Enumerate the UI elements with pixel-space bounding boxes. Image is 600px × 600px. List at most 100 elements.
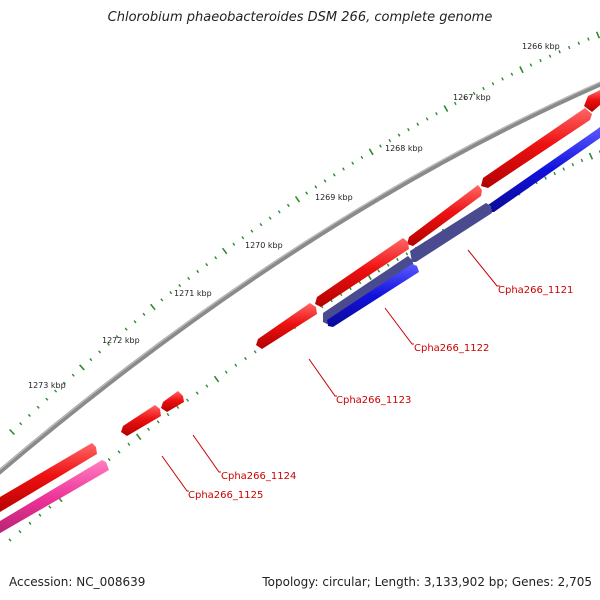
minor-tick — [232, 242, 236, 246]
leader-line — [161, 455, 189, 492]
minor-tick — [386, 263, 390, 267]
kbp-label-1272: 1272 kbp — [102, 336, 140, 345]
minor-tick — [166, 412, 170, 417]
gene-label-cpha266-1125[interactable]: Cpha266_1125 — [188, 490, 263, 501]
minor-tick — [425, 117, 429, 121]
forward-gene-arrow[interactable] — [0, 443, 97, 515]
minor-tick — [48, 505, 52, 509]
kbp-label-1266: 1266 kbp — [522, 42, 560, 51]
minor-tick — [28, 521, 32, 525]
minor-tick — [286, 203, 290, 208]
gene-label-cpha266-1124[interactable]: Cpha266_1124 — [221, 471, 296, 482]
minor-tick — [205, 262, 209, 267]
minor-tick — [186, 398, 189, 402]
outer-tick-ring — [9, 31, 600, 436]
minor-tick — [62, 381, 66, 385]
minor-tick — [358, 280, 362, 285]
kbp-label-1271: 1271 kbp — [174, 289, 212, 298]
minor-tick — [234, 363, 238, 367]
gene-label-leaders — [161, 249, 500, 492]
minor-tick — [195, 391, 199, 395]
reverse-gene-arrow[interactable] — [0, 460, 109, 536]
major-tick — [519, 66, 524, 74]
inner-tick-ring — [8, 150, 600, 542]
gene-labels: Cpha266_1121 Cpha266_1122 Cpha266_1123 C… — [188, 285, 573, 501]
forward-gene-arrow[interactable] — [121, 405, 161, 436]
minor-tick — [160, 298, 164, 302]
minor-tick — [38, 513, 42, 517]
kbp-label-1268: 1268 kbp — [385, 144, 423, 153]
minor-tick — [314, 185, 318, 189]
minor-tick — [553, 171, 556, 176]
minor-tick — [244, 356, 247, 361]
minor-tick — [142, 312, 146, 316]
minor-tick — [305, 191, 309, 195]
minor-tick — [577, 41, 581, 45]
minor-tick — [107, 457, 111, 462]
minor-tick — [558, 50, 561, 54]
major-tick — [135, 433, 142, 441]
minor-tick — [501, 77, 504, 81]
minor-tick — [388, 138, 392, 143]
reverse-gene-arrow[interactable] — [327, 264, 419, 327]
major-tick — [443, 105, 449, 112]
reverse-gene-arrow[interactable] — [488, 127, 600, 212]
forward-gene-arrow[interactable] — [256, 303, 317, 349]
minor-tick — [435, 112, 438, 116]
minor-tick — [19, 422, 23, 426]
major-tick — [150, 303, 156, 311]
minor-tick — [117, 450, 121, 454]
kbp-labels: 1266 kbp 1267 kbp 1268 kbp 1269 kbp 1270… — [28, 42, 560, 390]
genome-backbone — [0, 81, 600, 475]
minor-tick — [571, 162, 575, 167]
minor-tick — [54, 389, 58, 393]
minor-tick — [491, 82, 495, 86]
minor-tick — [8, 538, 12, 542]
kbp-label-1270: 1270 kbp — [245, 241, 283, 250]
minor-tick — [323, 179, 327, 183]
major-tick — [368, 148, 374, 156]
minor-tick — [196, 269, 200, 274]
major-tick — [588, 152, 594, 160]
reverse-gene-arrow[interactable] — [323, 256, 414, 324]
minor-tick — [379, 144, 382, 148]
minor-tick — [187, 276, 191, 281]
kbp-label-1267: 1267 kbp — [453, 93, 491, 102]
minor-tick — [510, 72, 514, 76]
minor-tick — [580, 158, 584, 163]
minor-tick — [277, 210, 281, 214]
leader-line — [467, 249, 500, 287]
minor-tick — [224, 370, 228, 374]
genome-backbone-highlight — [0, 81, 600, 471]
minor-tick — [205, 384, 209, 388]
gene-label-cpha266-1122[interactable]: Cpha266_1122 — [414, 343, 489, 354]
major-tick — [213, 375, 220, 383]
forward-gene-arrow[interactable] — [481, 108, 592, 188]
reverse-gene-arrow[interactable] — [410, 203, 492, 262]
minor-tick — [342, 167, 345, 171]
minor-tick — [127, 442, 131, 446]
forward-gene-arrow[interactable] — [161, 391, 184, 412]
minor-tick — [18, 530, 22, 534]
minor-tick — [405, 252, 409, 256]
minor-tick — [407, 127, 410, 132]
leader-line — [384, 307, 414, 345]
gene-label-cpha266-1121[interactable]: Cpha266_1121 — [498, 285, 573, 296]
minor-tick — [45, 397, 49, 401]
minor-tick — [133, 320, 137, 324]
minor-tick — [472, 91, 476, 96]
minor-tick — [529, 63, 533, 67]
major-tick — [221, 247, 228, 255]
leader-line — [308, 358, 337, 397]
minor-tick — [268, 216, 272, 220]
forward-gene-arrow[interactable] — [407, 185, 482, 246]
minor-tick — [587, 37, 590, 41]
gene-label-cpha266-1123[interactable]: Cpha266_1123 — [336, 395, 411, 406]
forward-gene-arrow[interactable] — [584, 90, 600, 112]
major-tick — [9, 428, 15, 436]
forward-gene-arrow[interactable] — [315, 238, 409, 307]
leader-line — [192, 434, 221, 473]
major-tick — [595, 31, 600, 39]
